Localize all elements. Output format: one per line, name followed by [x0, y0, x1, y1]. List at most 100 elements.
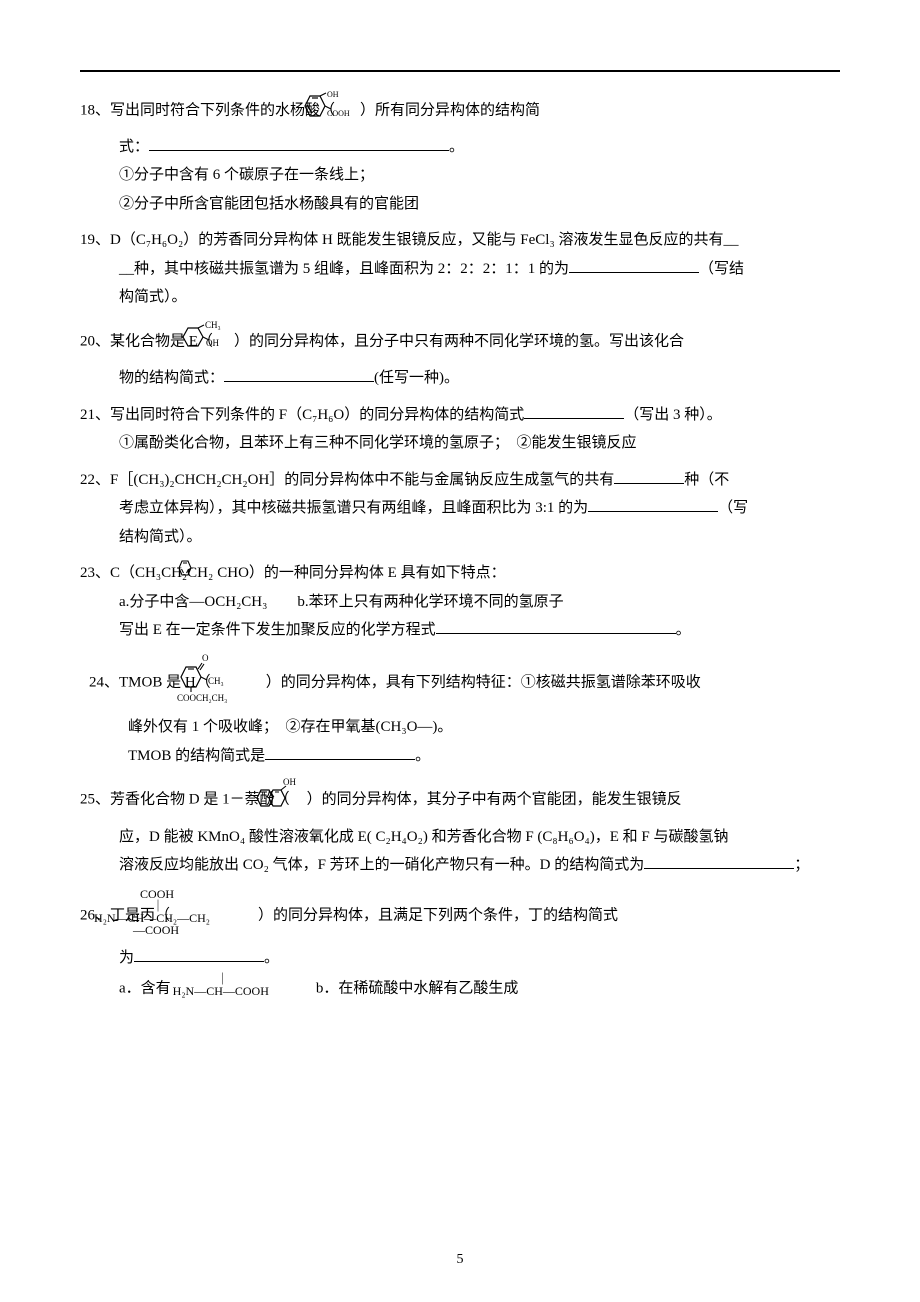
q26-line2: 为。	[80, 944, 840, 973]
q22-text-2a: 考虑立体异构），其中核磁共振氢谱只有两组峰，且峰面积比为 3:1 的为	[119, 500, 588, 516]
cooch2ch3-label: COOCH₂CH₃	[177, 693, 227, 703]
bond-mid: ｜	[133, 900, 217, 912]
q24-line3: TMOB 的结构简式是 。	[89, 742, 840, 771]
q19-text-2a: __种，其中核磁共振氢谱为 5 组峰，且峰面积为 2：2：2：1：1 的为	[119, 261, 569, 277]
q20-line1: 20、某化合物是 E（ CH₃ OH ）的同分异构体，且分子中只有两种不同化学环…	[80, 320, 840, 365]
q26-line1: 26、丁是丙（ COOH ｜ H₂N—CH—CH₂—CH₂—COOH ）的同分异…	[80, 888, 840, 945]
ch3-label: CH₃	[208, 676, 224, 686]
q24-blank	[265, 742, 415, 760]
q26-text-2a: 为	[119, 950, 134, 966]
question-26: 26、丁是丙（ COOH ｜ H₂N—CH—CH₂—CH₂—COOH ）的同分异…	[80, 888, 840, 1006]
q24-text-3b: 。	[415, 748, 430, 764]
bond-mid2: ｜	[173, 973, 269, 985]
q22-text-2b: （写	[718, 500, 748, 516]
q19-line2: __种，其中核磁共振氢谱为 5 组峰，且峰面积为 2：2：2：1：1 的为 （写结	[80, 255, 840, 284]
q26-cond-b: b．在稀硫酸中水解有乙酸生成	[316, 981, 519, 997]
o-label: O	[202, 653, 209, 663]
q25-text-3a: 溶液反应均能放出 CO₂ 气体，F 芳环上的一硝化产物只有一种。D 的结构简式为	[119, 857, 644, 873]
q22-line3: 结构简式）。	[80, 523, 840, 552]
q23-cond-b: b.苯环上只有两种化学环境不同的氢原子	[297, 594, 563, 610]
question-25: 25、芳香化合物 D 是 1－萘酚（ OH ）的同分异构体，其分子中有两个官能团…	[80, 778, 840, 880]
q23-cond-a: a.分子中含—OCH₂CH₃	[119, 594, 267, 610]
q22-line1: 22、F［(CH₃)₂CHCH₂CH₂OH］的同分异构体中不能与金属钠反应生成氢…	[80, 466, 840, 495]
cyclohexane-icon: CH₃ OH	[215, 320, 232, 365]
chain-bot: H₂N—CH—CH₂—CH₂—COOH	[133, 912, 217, 936]
aminoacid-icon: COOH ｜ H₂N—CH—CH₂—CH₂—COOH	[172, 888, 256, 945]
q20-text-2a: 物的结构简式：	[119, 370, 224, 386]
question-18: 18、写出同时符合下列条件的水杨酸（ OH COOH ）所有同分异构体的结构简 …	[80, 90, 840, 218]
q20-num: 20、	[80, 333, 110, 349]
ch3-label: CH₃	[205, 320, 221, 330]
q20-text-1b: ）的同分异构体，且分子中只有两种不同化学环境的氢。写出该化合	[234, 333, 684, 349]
q18-num: 18、	[80, 103, 110, 119]
q18-cond1: ①分子中含有 6 个碳原子在一条线上；	[80, 161, 840, 190]
q18-line1: 18、写出同时符合下列条件的水杨酸（ OH COOH ）所有同分异构体的结构简	[80, 90, 840, 133]
q23-num: 23、	[80, 565, 110, 581]
question-19: 19、D（C₇H₆O₂）的芳香同分异构体 H 既能发生银镜反应，又能与 FeCl…	[80, 226, 840, 312]
q19-blank	[569, 255, 699, 273]
q24-num: 24、	[89, 675, 119, 691]
cooh-top: COOH	[133, 888, 217, 900]
oh-label: OH	[327, 90, 339, 99]
q18-blank	[149, 133, 449, 151]
q26-blank	[134, 945, 264, 963]
q19-num: 19、	[80, 232, 110, 248]
q18-text-2a: 式：	[119, 139, 149, 155]
q22-text-1b: 种（不	[684, 472, 729, 488]
q19-text-1: D（C₇H₆O₂）的芳香同分异构体 H 既能发生银镜反应，又能与 FeCl₃ 溶…	[110, 232, 738, 248]
q23-line1: 23、C（CH₃CH₂CH₂ CHO）的一种同分异构体 E 具有如下特点：	[80, 559, 840, 588]
q21-text-1b: （写出 3 种）。	[624, 407, 722, 423]
page-number: 5	[0, 1247, 920, 1274]
naphthol-icon: OH	[292, 778, 305, 823]
q21-blank	[524, 401, 624, 419]
q22-text-1a: F［(CH₃)₂CHCH₂CH₂OH］的同分异构体中不能与金属钠反应生成氢气的共…	[110, 472, 614, 488]
q20-blank	[224, 365, 374, 383]
q21-cond: ①属酚类化合物，且苯环上有三种不同化学环境的氢原子； ②能发生银镜反应	[80, 429, 840, 458]
q25-line1: 25、芳香化合物 D 是 1－萘酚（ OH ）的同分异构体，其分子中有两个官能团…	[80, 778, 840, 823]
q22-blank1	[614, 466, 684, 484]
question-21: 21、写出同时符合下列条件的 F（C₇H₆O）的同分异构体的结构简式（写出 3 …	[80, 401, 840, 458]
q18-cond2: ②分子中所含官能团包括水杨酸具有的官能团	[80, 190, 840, 219]
q25-blank	[644, 852, 794, 870]
question-23: 23、C（CH₃CH₂CH₂ CHO）的一种同分异构体 E 具有如下特点： a.…	[80, 559, 840, 645]
q21-line1: 21、写出同时符合下列条件的 F（C₇H₆O）的同分异构体的结构简式（写出 3 …	[80, 401, 840, 430]
q26-conds: a．含有 ｜ H₂N—CH—COOH b．在稀硫酸中水解有乙酸生成	[80, 973, 840, 1006]
q22-line2: 考虑立体异构），其中核磁共振氢谱只有两组峰，且峰面积比为 3:1 的为 （写	[80, 494, 840, 523]
q23-text-1b: CHO）的一种同分异构体 E 具有如下特点：	[217, 565, 505, 581]
q26-cond-a-pre: a．含有	[119, 981, 171, 997]
q25-num: 25、	[80, 792, 110, 808]
question-20: 20、某化合物是 E（ CH₃ OH ）的同分异构体，且分子中只有两种不同化学环…	[80, 320, 840, 393]
salicylic-acid-icon: OH COOH	[337, 90, 358, 133]
q25-text-3b: ；	[794, 857, 809, 873]
question-22: 22、F［(CH₃)₂CHCH₂CH₂OH］的同分异构体中不能与金属钠反应生成氢…	[80, 466, 840, 552]
oh-label: OH	[206, 338, 219, 348]
q19-line3: 构简式）。	[80, 283, 840, 312]
q23-text-3a: 写出 E 在一定条件下发生加聚反应的化学方程式	[119, 622, 436, 638]
frag-bot: H₂N—CH—COOH	[173, 985, 269, 997]
q18-text-2b: 。	[449, 139, 464, 155]
q23-line3: 写出 E 在一定条件下发生加聚反应的化学方程式 。	[80, 616, 840, 645]
q23-text-3b: 。	[676, 622, 691, 638]
q24-line1: 24、TMOB 是 H（ O CH₃ COOCH₂CH₃ ）的同分异构体，具有下…	[89, 653, 840, 714]
q25-text-1b: ）的同分异构体，其分子中有两个官能团，能发生银镜反	[307, 792, 682, 808]
q25-line2: 应，D 能被 KMnO₄ 酸性溶液氧化成 E( C₂H₄O₂) 和芳香化合物 F…	[80, 823, 840, 852]
q19-line1: 19、D（C₇H₆O₂）的芳香同分异构体 H 既能发生银镜反应，又能与 FeCl…	[80, 226, 840, 255]
q23-blank	[436, 617, 676, 635]
q22-num: 22、	[80, 472, 110, 488]
q20-line2: 物的结构简式： (任写一种)。	[80, 364, 840, 393]
q22-blank2	[588, 495, 718, 513]
q26-text-2b: 。	[264, 950, 279, 966]
q24-text-3a: TMOB 的结构简式是	[128, 748, 265, 764]
oh-label: OH	[283, 778, 296, 787]
q25-line3: 溶液反应均能放出 CO₂ 气体，F 芳环上的一硝化产物只有一种。D 的结构简式为…	[80, 851, 840, 880]
q18-line2: 式： 。	[80, 133, 840, 162]
aminoacid-frag-icon: ｜ H₂N—CH—COOH	[173, 973, 269, 1006]
cooh-label: COOH	[327, 109, 350, 118]
q23-text-1a: C（CH₃CH₂CH₂	[110, 565, 213, 581]
q26-text-1b: ）的同分异构体，且满足下列两个条件，丁的结构简式	[258, 908, 618, 924]
q19-text-2b: （写结	[699, 261, 744, 277]
q21-text-1a: 写出同时符合下列条件的 F（C₇H₆O）的同分异构体的结构简式	[110, 407, 524, 423]
ketone-ester-icon: O CH₃ COOCH₂CH₃	[213, 653, 264, 714]
q23-conds: a.分子中含—OCH₂CH₃ b.苯环上只有两种化学环境不同的氢原子	[80, 588, 840, 617]
q20-text-2b: (任写一种)。	[374, 370, 459, 386]
